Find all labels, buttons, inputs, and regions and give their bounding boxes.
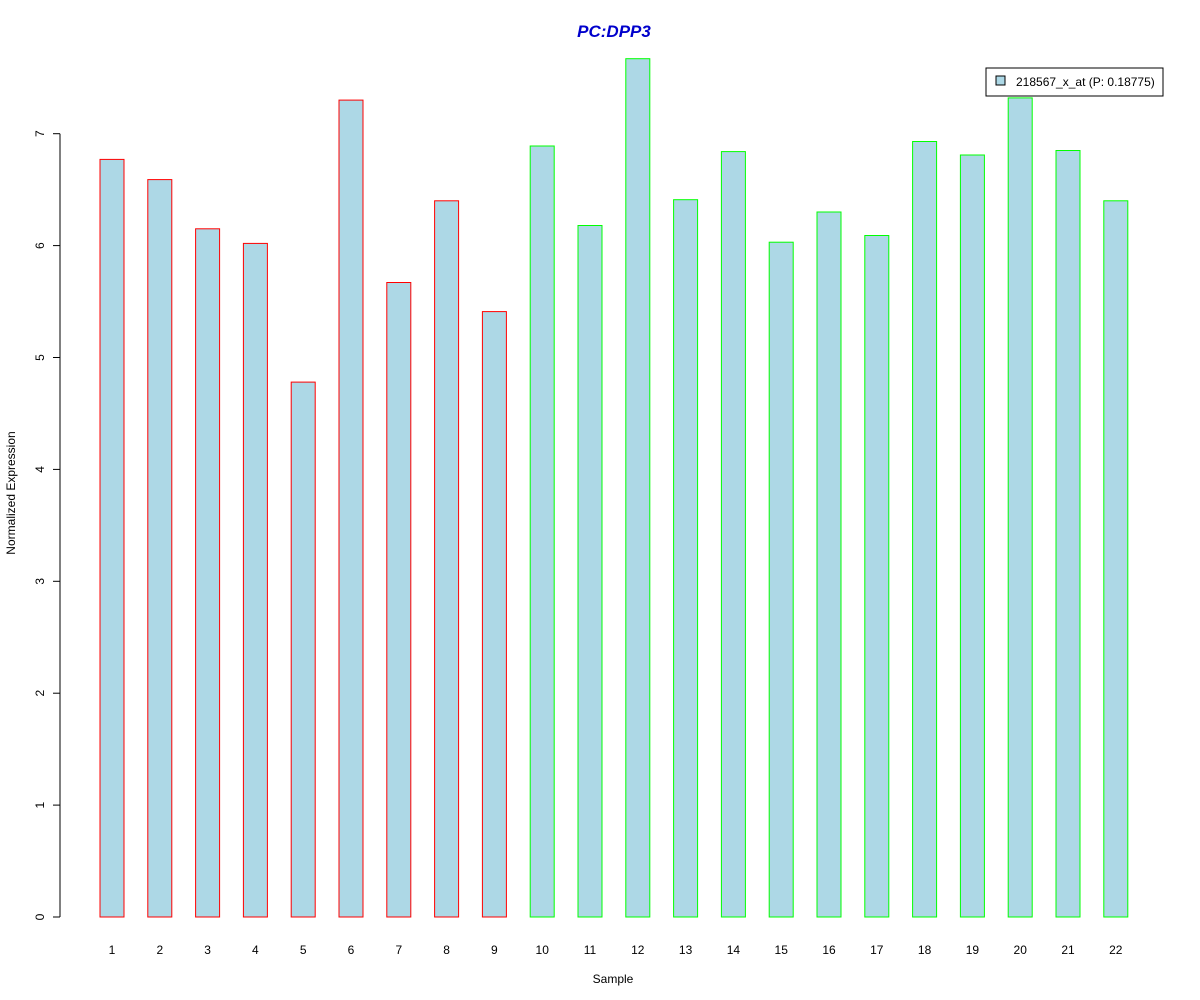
y-tick-label: 4 (33, 466, 47, 473)
x-tick-label: 17 (870, 943, 884, 957)
bar-sample-22 (1103, 200, 1129, 918)
x-tick-label: 22 (1109, 943, 1123, 957)
x-tick-label: 1 (109, 943, 116, 957)
y-tick-label: 5 (33, 354, 47, 361)
legend-box (985, 67, 1164, 97)
x-tick-label: 7 (395, 943, 402, 957)
y-axis-label: Normalized Expression (4, 431, 18, 554)
bar-sample-4 (242, 242, 268, 918)
bar-sample-15 (768, 241, 794, 918)
x-tick-label: 2 (156, 943, 163, 957)
x-tick-label: 18 (918, 943, 932, 957)
legend: 218567_x_at (P: 0.18775) (985, 67, 1164, 97)
bar-sample-9 (481, 311, 507, 918)
x-tick-label: 4 (252, 943, 259, 957)
bar-sample-21 (1055, 150, 1081, 918)
bar-sample-6 (338, 99, 364, 918)
x-tick-label: 9 (491, 943, 498, 957)
x-tick-label: 6 (348, 943, 355, 957)
y-tick-label: 7 (33, 130, 47, 137)
bar-sample-18 (912, 141, 938, 918)
bar-sample-8 (434, 200, 460, 918)
y-tick-label: 2 (33, 690, 47, 697)
y-tick-label: 6 (33, 242, 47, 249)
bars (99, 58, 1129, 918)
bar-sample-5 (290, 381, 316, 918)
x-tick-label: 11 (584, 943, 597, 957)
x-tick-label: 16 (822, 943, 836, 957)
x-tick-label: 8 (443, 943, 450, 957)
bar-sample-13 (673, 199, 699, 918)
bar-sample-14 (720, 151, 746, 918)
bar-sample-3 (195, 228, 221, 918)
bar-sample-17 (864, 235, 890, 918)
x-axis-label: Sample (593, 972, 634, 986)
bar-sample-1 (99, 158, 125, 918)
bar-sample-16 (816, 211, 842, 918)
bar-sample-20 (1007, 97, 1033, 918)
bar-sample-10 (529, 145, 555, 918)
x-axis-tick-labels: 1 2 3 4 5 6 7 8 9 10 11 12 13 14 15 16 17 18 19 20 21 22 (109, 943, 1123, 957)
x-tick-label: 15 (775, 943, 789, 957)
bar-sample-11 (577, 225, 603, 918)
x-tick-label: 13 (679, 943, 693, 957)
y-tick-label: 0 (33, 913, 47, 920)
x-tick-label: 5 (300, 943, 307, 957)
bar-sample-19 (959, 154, 985, 918)
bar-sample-2 (147, 179, 173, 918)
x-tick-label: 21 (1061, 943, 1075, 957)
x-tick-label: 3 (204, 943, 211, 957)
x-tick-label: 12 (631, 943, 645, 957)
x-tick-label: 19 (966, 943, 980, 957)
legend-entry: 218567_x_at (P: 0.18775) (1016, 75, 1155, 89)
y-tick-label: 3 (33, 578, 47, 585)
y-tick-label: 1 (33, 801, 47, 808)
x-tick-label: 10 (536, 943, 550, 957)
bar-sample-12 (625, 58, 651, 918)
bar-sample-7 (386, 282, 412, 918)
x-tick-label: 20 (1014, 943, 1028, 957)
legend-swatch (995, 75, 1006, 86)
chart-title: PC:DPP3 (577, 22, 651, 41)
y-axis: 0 1 2 3 4 5 6 7 (33, 130, 61, 920)
x-tick-label: 14 (727, 943, 741, 957)
